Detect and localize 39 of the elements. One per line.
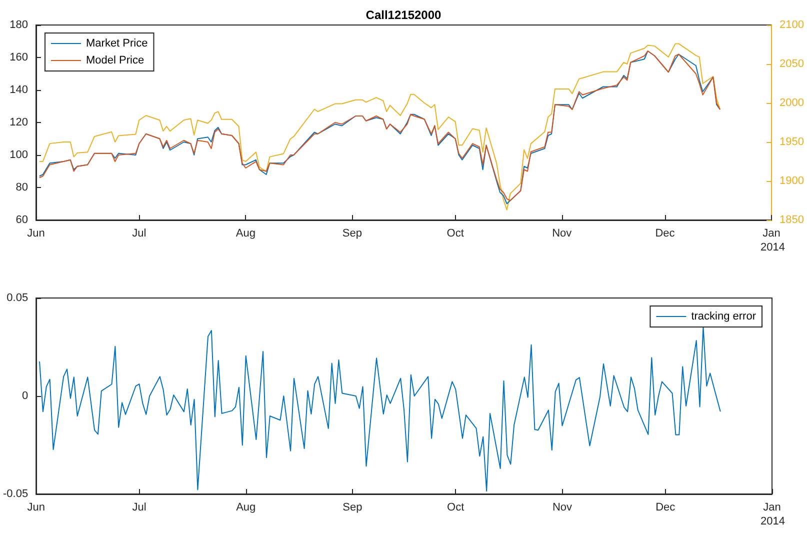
y2-tick-label: 2100 [780, 19, 804, 31]
y-tick-label: 160 [10, 52, 28, 64]
x-tick-label: Aug [236, 228, 256, 240]
y-tick-label: 80 [16, 182, 28, 194]
legend-label: tracking error [691, 310, 756, 322]
y-tick-label: 180 [10, 19, 28, 31]
line-series [39, 326, 721, 492]
x-tick-label: Jan [763, 502, 781, 514]
x-tick-label: Oct [447, 502, 464, 514]
x-tick-label: Jul [132, 228, 146, 240]
y-tick-label: 100 [10, 149, 28, 161]
x-tick-label: Nov [552, 502, 573, 514]
x-tick-label: Jun [27, 502, 45, 514]
x-tick-label: Jan [762, 228, 780, 240]
x-tick-label: Dec [656, 502, 676, 514]
chart-title: Call12152000 [366, 8, 442, 22]
y2-tick-label: 2000 [780, 97, 804, 109]
x-tick-label: Aug [236, 502, 256, 514]
x-tick-label: Dec [655, 228, 676, 240]
x-tick-label: Sep [342, 228, 362, 240]
legend-label: Market Price [86, 38, 148, 50]
x-tick-label: Jun [27, 228, 45, 240]
y-tick-label: 60 [16, 214, 28, 226]
x-tick-label: Jul [132, 502, 146, 514]
y-tick-label: 120 [10, 116, 28, 128]
x-tick-label: Oct [446, 228, 464, 240]
y2-tick-label: 1850 [780, 214, 804, 226]
y-tick-label: -0.05 [2, 488, 28, 500]
y-tick-label: 0 [22, 390, 28, 402]
text: 2014 [760, 242, 786, 254]
x-tick-label: Nov [552, 228, 572, 240]
y2-tick-label: 1950 [780, 136, 804, 148]
text: 2014 [760, 516, 786, 528]
y-tick-label: 140 [10, 84, 28, 96]
y2-tick-label: 1900 [780, 175, 804, 187]
x-tick-label: Sep [342, 502, 362, 514]
legend-label: Model Price [86, 54, 144, 66]
y2-tick-label: 2050 [780, 58, 804, 70]
y-tick-label: 0.05 [6, 292, 28, 304]
